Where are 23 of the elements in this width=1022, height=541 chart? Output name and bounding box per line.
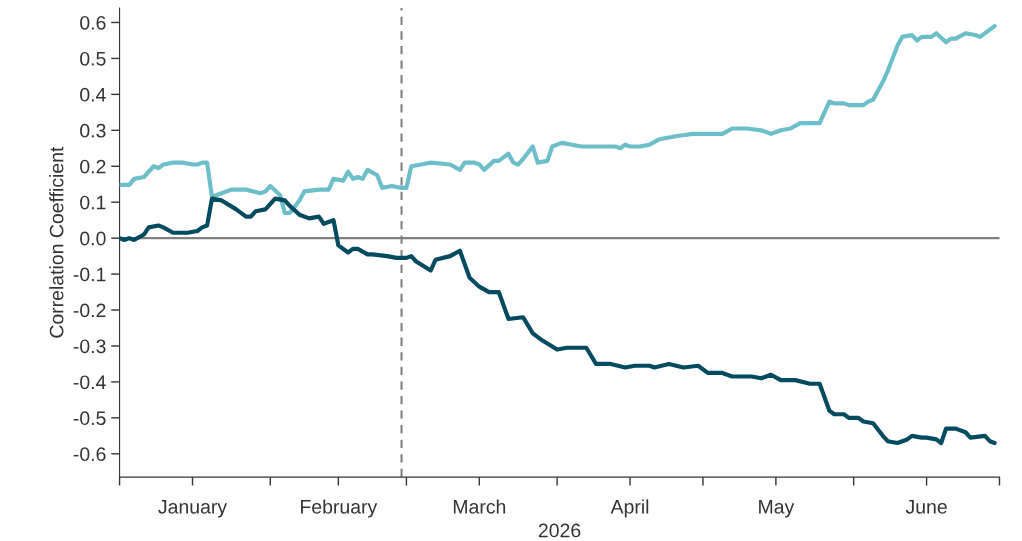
line-series — [119, 24, 997, 216]
y-tick-label: -0.6 — [73, 447, 106, 462]
y-tick-label: 0.6 — [80, 15, 106, 30]
x-tick-label: May — [759, 500, 795, 518]
y-tick-label: -0.3 — [73, 339, 106, 354]
x-tick-label: June — [905, 500, 947, 514]
y-tick-label: -0.1 — [73, 267, 106, 282]
x-tick-label: February — [301, 499, 378, 518]
x-axis-title: 2026 — [538, 523, 581, 538]
y-tick-label: 0.5 — [80, 51, 106, 66]
y-tick-label: 0.0 — [80, 231, 106, 246]
y-axis-title: Correlation Coefficient — [49, 146, 64, 338]
x-tick-label: March — [453, 499, 506, 514]
x-tick-label: January — [158, 500, 228, 518]
line-series — [119, 196, 997, 446]
y-tick-label: -0.5 — [73, 411, 106, 426]
y-tick-label: 0.4 — [80, 87, 106, 102]
y-tick-label: -0.2 — [73, 303, 106, 318]
y-tick-label: 0.1 — [80, 195, 106, 210]
y-tick-label: 0.3 — [80, 123, 106, 138]
y-tick-label: -0.4 — [73, 375, 106, 390]
x-tick-label: April — [610, 499, 649, 518]
y-tick-label: 0.2 — [80, 159, 106, 174]
